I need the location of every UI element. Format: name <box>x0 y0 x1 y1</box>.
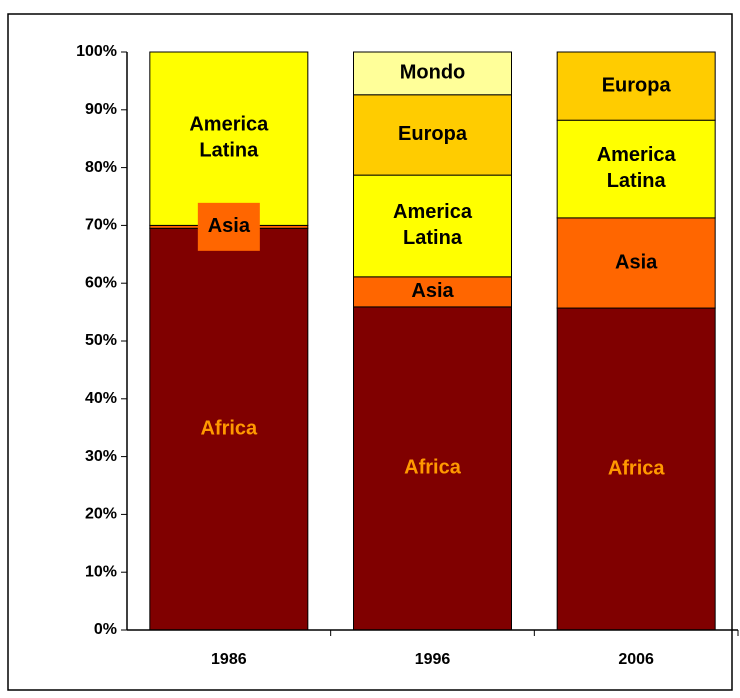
bar-segment <box>556 307 716 631</box>
data-label: Europa <box>398 123 468 145</box>
data-label: Africa <box>200 417 258 439</box>
bar-segment <box>353 306 512 631</box>
x-tick-label: 2006 <box>618 651 654 668</box>
bar-segment <box>353 51 512 96</box>
data-label: Africa <box>404 457 462 479</box>
bar-segment <box>149 51 309 226</box>
data-label: Asia <box>208 215 251 237</box>
data-label: Africa <box>608 457 666 479</box>
bar-segment <box>353 174 512 278</box>
y-tick-label: 50% <box>85 332 117 349</box>
y-tick-label: 30% <box>85 448 117 465</box>
label-background <box>197 202 260 251</box>
y-tick-label: 100% <box>76 43 117 60</box>
data-label: Europa <box>602 74 672 96</box>
y-tick-label: 70% <box>85 217 117 234</box>
bar-segment <box>353 94 512 176</box>
data-label: Mondo <box>400 62 466 84</box>
data-label: Asia <box>411 280 454 302</box>
y-tick-label: 80% <box>85 159 117 176</box>
data-label: Asia <box>615 251 658 273</box>
y-tick-label: 90% <box>85 101 117 118</box>
x-tick-label: 1986 <box>211 651 247 668</box>
y-tick-label: 40% <box>85 390 117 407</box>
bar-segment <box>556 119 716 219</box>
y-tick-label: 60% <box>85 274 117 291</box>
x-tick-label: 1996 <box>415 651 451 668</box>
data-label: America Latina <box>597 144 677 192</box>
bar-segment <box>353 276 512 308</box>
bar-segment <box>149 227 309 631</box>
y-tick-label: 10% <box>85 563 117 580</box>
data-label: America Latina <box>393 201 473 249</box>
y-tick-label: 0% <box>94 621 117 638</box>
data-label: America Latina <box>189 114 269 162</box>
y-tick-label: 20% <box>85 506 117 523</box>
bar-segment <box>556 51 716 121</box>
